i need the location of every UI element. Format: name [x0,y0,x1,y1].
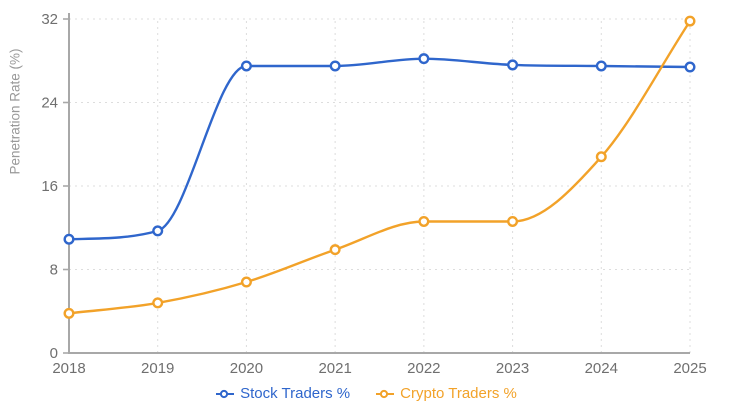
point-crypto-traders-2019 [152,297,164,309]
legend-item-crypto-traders[interactable]: Crypto Traders % [376,384,517,404]
point-crypto-traders-2021 [329,244,341,256]
point-crypto-traders-2020 [240,276,252,288]
legend-label-stock-traders: Stock Traders % [240,385,351,402]
y-tick-label-0: 0 [50,345,58,362]
point-crypto-traders-2023 [507,215,519,227]
x-tick-label-2018: 2018 [52,360,85,377]
chart-legend: Stock Traders % Crypto Traders % [0,384,733,404]
point-stock-traders-2022 [418,53,430,65]
point-stock-traders-2021 [329,60,341,72]
legend-label-crypto-traders: Crypto Traders % [400,385,517,402]
point-stock-traders-2018 [63,233,75,245]
x-tick-label-2021: 2021 [318,360,351,377]
point-stock-traders-2023 [507,59,519,71]
x-tick-label-2019: 2019 [141,360,174,377]
point-stock-traders-2019 [152,225,164,237]
point-stock-traders-2025 [684,61,696,73]
crypto-traders-line-marker-icon [376,389,395,399]
stock-traders-line-marker-icon [216,389,235,399]
x-tick-label-2020: 2020 [230,360,263,377]
y-tick-label-8: 8 [50,262,58,279]
point-crypto-traders-2024 [595,151,607,163]
x-tick-label-2023: 2023 [496,360,529,377]
point-crypto-traders-2018 [63,307,75,319]
x-tick-label-2025: 2025 [673,360,706,377]
x-tick-label-2024: 2024 [585,360,618,377]
x-tick-label-2022: 2022 [407,360,440,377]
point-stock-traders-2020 [240,60,252,72]
y-tick-label-16: 16 [41,178,58,195]
point-crypto-traders-2022 [418,215,430,227]
point-crypto-traders-2025 [684,15,696,27]
plot-area: 0 8 16 24 32 2018 2019 2020 2021 2022 2023 2024 2025 [41,11,706,377]
legend-item-stock-traders[interactable]: Stock Traders % [216,384,350,404]
y-tick-label-32: 32 [41,11,58,28]
y-tick-label-24: 24 [41,95,58,112]
point-stock-traders-2024 [595,60,607,72]
series-line-stock-traders [67,57,692,241]
